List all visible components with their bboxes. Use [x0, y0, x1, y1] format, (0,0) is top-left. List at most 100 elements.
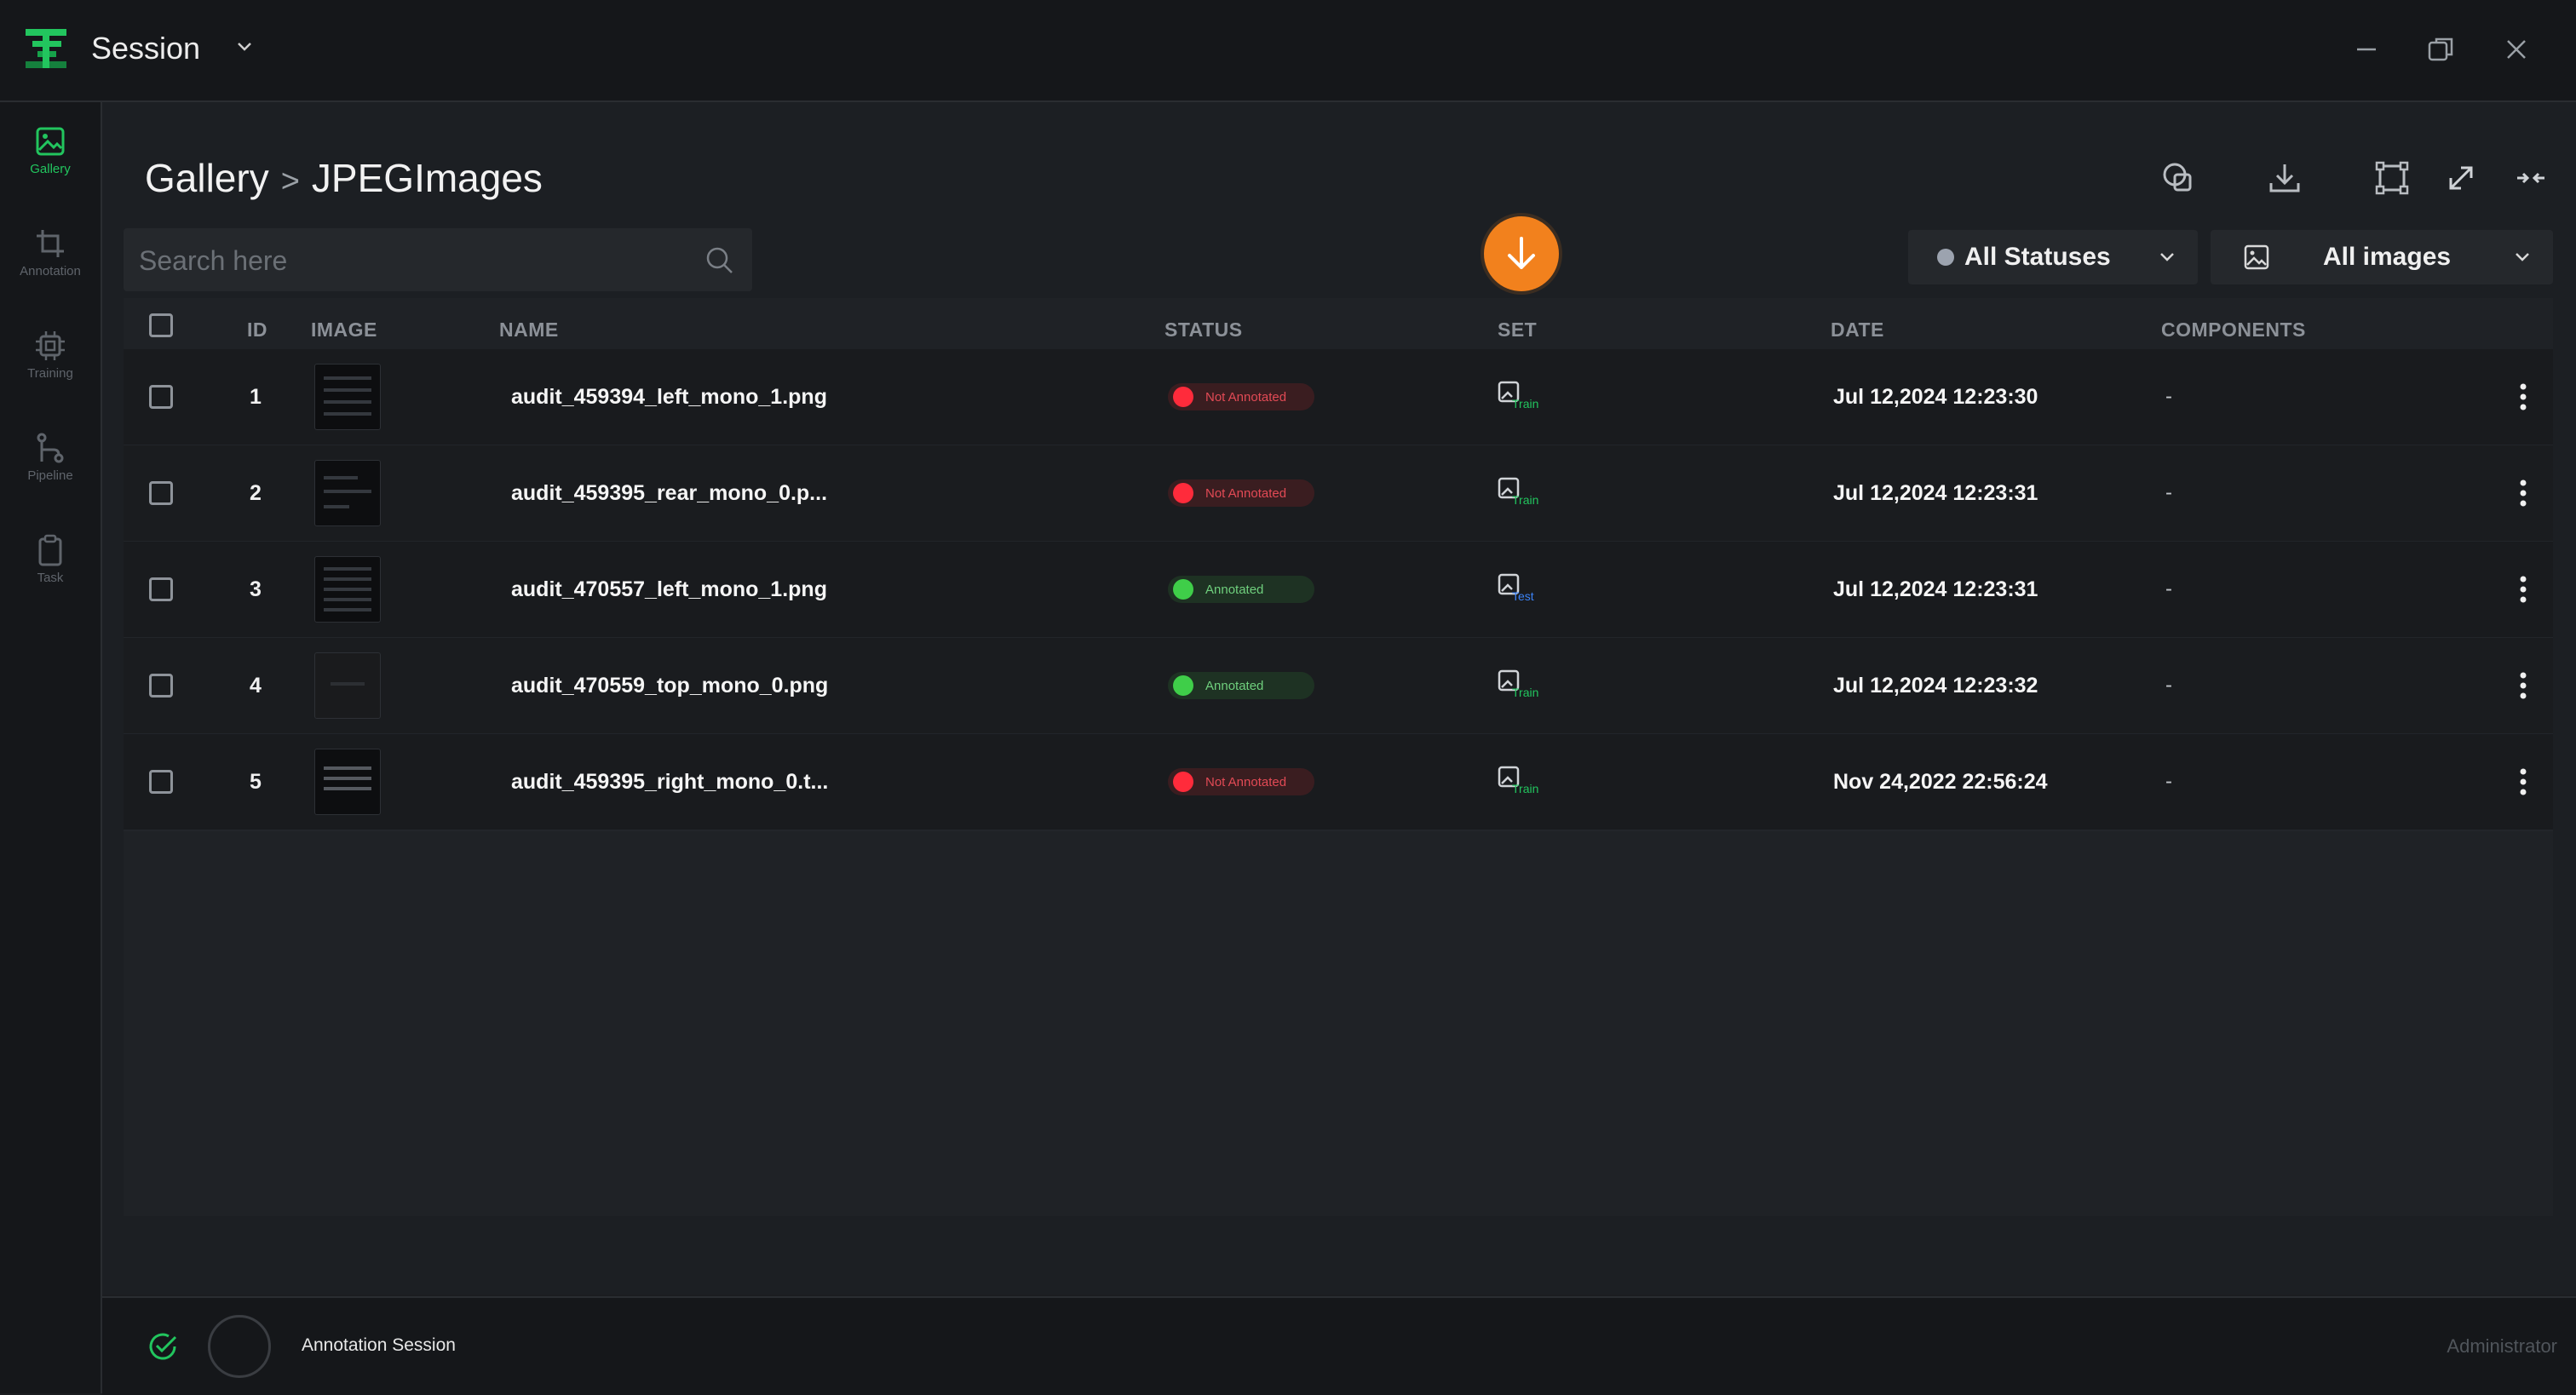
row-date: Jul 12,2024 12:23:31 — [1833, 577, 2038, 601]
set-label: Train — [1512, 782, 1539, 795]
set-label: Train — [1512, 686, 1539, 699]
row-checkbox[interactable] — [149, 577, 173, 601]
row-checkbox[interactable] — [149, 674, 173, 698]
status-bar: Annotation Session Administrator — [102, 1296, 2576, 1395]
row-checkbox[interactable] — [149, 481, 173, 505]
more-vertical-icon — [2520, 672, 2527, 699]
collapse-button[interactable] — [2506, 153, 2556, 203]
more-vertical-icon — [2520, 383, 2527, 410]
breadcrumb-current: JPEGImages — [311, 156, 543, 200]
bounding-box-icon — [2375, 161, 2409, 195]
row-components: - — [2165, 674, 2172, 697]
sidebar-item-task[interactable]: Task — [0, 533, 101, 627]
scroll-down-button[interactable] — [1484, 216, 1559, 291]
row-components: - — [2165, 481, 2172, 504]
set-indicator: Test — [1497, 572, 1548, 606]
chevron-down-icon — [2160, 253, 2174, 261]
app-logo-icon — [26, 29, 66, 68]
column-header-set[interactable]: SET — [1498, 319, 1538, 341]
status-badge: Not Annotated — [1168, 383, 1314, 410]
row-id: 5 — [250, 769, 262, 794]
set-indicator: Train — [1497, 380, 1548, 414]
compare-button[interactable] — [2153, 153, 2203, 203]
image-thumbnail[interactable] — [314, 556, 381, 623]
set-indicator: Train — [1497, 669, 1548, 703]
image-thumbnail[interactable] — [314, 749, 381, 815]
sidebar-item-label: Task — [37, 571, 64, 585]
search-box — [124, 228, 752, 293]
row-date: Nov 24,2022 22:56:24 — [1833, 769, 2048, 794]
bounding-box-button[interactable] — [2367, 153, 2417, 203]
table-row[interactable]: 3 audit_470557_left_mono_1.png Annotated… — [124, 542, 2553, 639]
row-name[interactable]: audit_459395_rear_mono_0.p... — [511, 480, 828, 505]
row-checkbox[interactable] — [149, 770, 173, 794]
row-name[interactable]: audit_470559_top_mono_0.png — [511, 673, 829, 698]
status-badge-label: Not Annotated — [1205, 485, 1287, 501]
close-icon — [2507, 40, 2526, 59]
row-name[interactable]: audit_459395_right_mono_0.t... — [511, 769, 829, 794]
column-header-date[interactable]: DATE — [1831, 319, 1884, 341]
row-menu-button[interactable] — [2510, 765, 2536, 799]
row-menu-button[interactable] — [2510, 380, 2536, 414]
sidebar-item-pipeline[interactable]: Pipeline — [0, 431, 101, 525]
column-header-id[interactable]: ID — [247, 319, 267, 341]
sidebar-item-label: Training — [27, 366, 73, 381]
main-content: Gallery > JPEGImages — [102, 102, 2576, 1295]
close-button[interactable] — [2494, 27, 2539, 72]
session-title[interactable]: Session — [91, 31, 201, 66]
restore-button[interactable] — [2419, 27, 2464, 72]
table-row[interactable]: 1 audit_459394_left_mono_1.png Not Annot… — [124, 349, 2553, 446]
select-all-checkbox[interactable] — [149, 313, 173, 337]
session-label: Annotation Session — [302, 1335, 456, 1355]
check-circle-icon — [149, 1333, 177, 1360]
column-header-status[interactable]: STATUS — [1164, 319, 1243, 341]
image-filter-value: All images — [2323, 243, 2452, 271]
image-thumbnail[interactable] — [314, 652, 381, 719]
row-name[interactable]: audit_470557_left_mono_1.png — [511, 577, 827, 601]
sidebar-item-label: Gallery — [30, 162, 71, 176]
sidebar-item-training[interactable]: Training — [0, 329, 101, 422]
user-label[interactable]: Administrator — [2447, 1335, 2557, 1357]
expand-icon — [2449, 166, 2473, 190]
row-id: 3 — [250, 577, 262, 601]
status-badge-label: Not Annotated — [1205, 389, 1287, 405]
search-input[interactable] — [137, 228, 686, 293]
collapse-icon — [2517, 172, 2544, 184]
chevron-down-icon[interactable] — [232, 34, 257, 60]
dataset-icon — [1498, 477, 1520, 499]
row-menu-button[interactable] — [2510, 669, 2536, 703]
row-menu-button[interactable] — [2510, 572, 2536, 606]
status-badge: Annotated — [1168, 672, 1314, 699]
column-header-image[interactable]: IMAGE — [311, 319, 377, 341]
clipboard-icon — [38, 534, 62, 566]
minimize-button[interactable] — [2344, 27, 2389, 72]
download-button[interactable] — [2260, 153, 2309, 203]
column-header-name[interactable]: NAME — [499, 319, 559, 341]
status-dot-icon — [1173, 387, 1193, 407]
status-badge-label: Annotated — [1205, 678, 1264, 693]
sidebar-item-gallery[interactable]: Gallery — [0, 124, 101, 218]
row-menu-button[interactable] — [2510, 476, 2536, 510]
row-checkbox[interactable] — [149, 385, 173, 409]
expand-button[interactable] — [2436, 153, 2486, 203]
set-indicator: Train — [1497, 765, 1548, 799]
status-filter-dropdown[interactable]: All Statuses — [1908, 230, 2198, 284]
status-dot-icon — [1937, 249, 1954, 266]
table-row[interactable]: 2 audit_459395_rear_mono_0.p... Not Anno… — [124, 445, 2553, 542]
more-vertical-icon — [2520, 576, 2527, 603]
dataset-icon — [1498, 381, 1520, 403]
table-row[interactable]: 5 audit_459395_right_mono_0.t... Not Ann… — [124, 734, 2553, 831]
row-components: - — [2165, 577, 2172, 600]
search-icon[interactable] — [704, 245, 735, 276]
status-badge-label: Not Annotated — [1205, 774, 1287, 789]
sidebar-item-annotation[interactable]: Annotation — [0, 227, 101, 320]
column-header-components[interactable]: COMPONENTS — [2161, 319, 2306, 341]
crop-icon — [37, 230, 64, 257]
breadcrumb-root[interactable]: Gallery — [145, 156, 269, 200]
image-filter-dropdown[interactable]: All images — [2211, 230, 2553, 284]
image-thumbnail[interactable] — [314, 364, 381, 430]
image-thumbnail[interactable] — [314, 460, 381, 526]
row-name[interactable]: audit_459394_left_mono_1.png — [511, 384, 827, 409]
table-row[interactable]: 4 audit_470559_top_mono_0.png Annotated … — [124, 638, 2553, 735]
status-badge-label: Annotated — [1205, 582, 1264, 597]
